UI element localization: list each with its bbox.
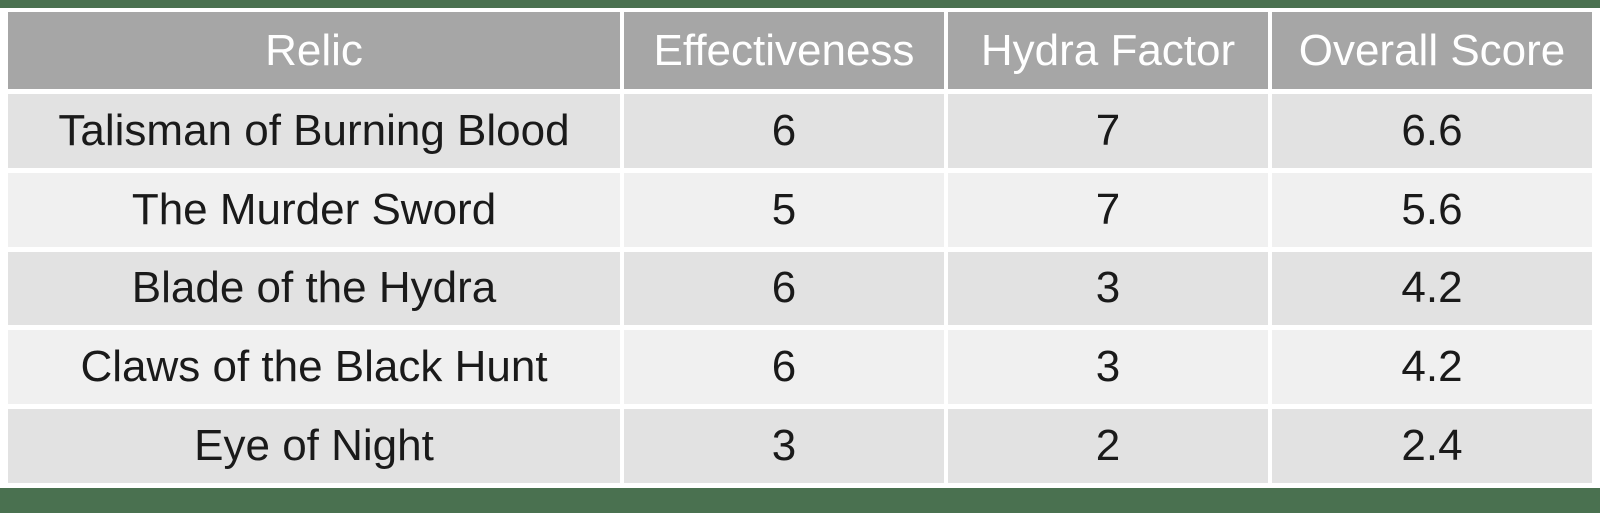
cell-hydra-factor: 7	[944, 167, 1268, 247]
bottom-border-band	[0, 488, 1600, 513]
column-header-relic: Relic	[8, 12, 620, 89]
table-row: Talisman of Burning Blood 6 7 6.6	[8, 89, 1592, 168]
cell-hydra-factor: 3	[944, 325, 1268, 405]
cell-relic-name: Claws of the Black Hunt	[8, 325, 620, 405]
cell-effectiveness: 3	[620, 404, 944, 483]
cell-relic-name: Eye of Night	[8, 404, 620, 483]
column-header-hydra-factor: Hydra Factor	[944, 12, 1268, 89]
cell-overall-score: 2.4	[1268, 404, 1592, 483]
cell-relic-name: Blade of the Hydra	[8, 246, 620, 326]
cell-overall-score: 6.6	[1268, 89, 1592, 168]
table-row: Blade of the Hydra 6 3 4.2	[8, 246, 1592, 326]
table-container: Relic Effectiveness Hydra Factor Overall…	[0, 8, 1600, 488]
table-row: The Murder Sword 5 7 5.6	[8, 167, 1592, 247]
table-row: Claws of the Black Hunt 6 3 4.2	[8, 325, 1592, 405]
column-header-effectiveness: Effectiveness	[620, 12, 944, 89]
cell-effectiveness: 6	[620, 246, 944, 326]
column-header-overall-score: Overall Score	[1268, 12, 1592, 89]
relic-score-table: Relic Effectiveness Hydra Factor Overall…	[8, 12, 1592, 483]
table-row: Eye of Night 3 2 2.4	[8, 404, 1592, 483]
cell-effectiveness: 6	[620, 89, 944, 168]
cell-hydra-factor: 2	[944, 404, 1268, 483]
header-row: Relic Effectiveness Hydra Factor Overall…	[8, 12, 1592, 89]
cell-overall-score: 4.2	[1268, 325, 1592, 405]
cell-effectiveness: 6	[620, 325, 944, 405]
cell-hydra-factor: 3	[944, 246, 1268, 326]
top-border-band	[0, 0, 1600, 8]
cell-relic-name: The Murder Sword	[8, 167, 620, 247]
cell-effectiveness: 5	[620, 167, 944, 247]
cell-hydra-factor: 7	[944, 89, 1268, 168]
cell-overall-score: 4.2	[1268, 246, 1592, 326]
cell-relic-name: Talisman of Burning Blood	[8, 89, 620, 168]
cell-overall-score: 5.6	[1268, 167, 1592, 247]
